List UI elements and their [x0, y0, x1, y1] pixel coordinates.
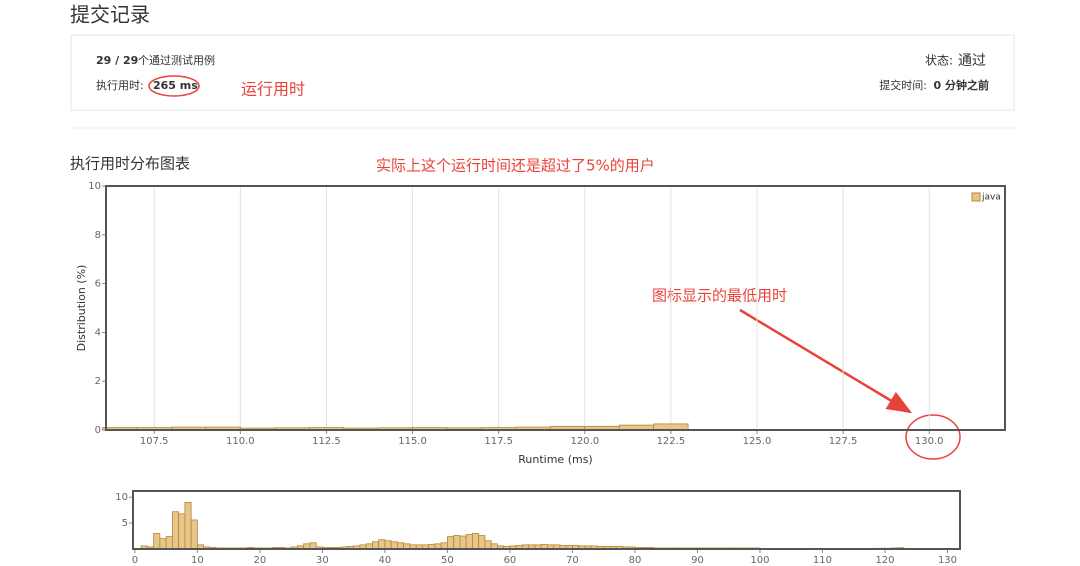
bar: [190, 519, 198, 550]
y-tick-label: 2: [95, 376, 101, 387]
x-tick-label: 10: [191, 555, 204, 566]
x-tick-label: 120: [875, 555, 894, 566]
legend-swatch: [971, 192, 981, 202]
x-tick-label: 0: [132, 555, 138, 566]
x-tick-label: 110.0: [226, 436, 255, 447]
x-tick-label: 112.5: [312, 436, 341, 447]
bar: [384, 540, 392, 550]
x-tick-label: 100: [750, 555, 769, 566]
bar: [165, 536, 173, 550]
y-tick-label: 6: [95, 279, 101, 290]
x-tick-label: 40: [379, 555, 392, 566]
x-tick-label: 70: [566, 555, 579, 566]
y-tick-label: 4: [95, 327, 101, 338]
submit-label: 提交时间:: [879, 78, 927, 92]
x-tick-label: 115.0: [398, 436, 427, 447]
x-tick-label: 60: [504, 555, 517, 566]
bar: [159, 538, 167, 550]
x-tick-label: 20: [254, 555, 267, 566]
bar: [484, 540, 492, 550]
bar: [372, 541, 380, 550]
bar: [171, 511, 180, 550]
status-label: 状态:: [925, 54, 953, 68]
bar: [453, 535, 461, 550]
x-tick-label: 122.5: [657, 436, 686, 447]
x-axis-label: Runtime (ms): [518, 453, 592, 466]
x-tick-label: 117.5: [484, 436, 513, 447]
chart-note: 实际上这个运行时间还是超过了5%的用户: [376, 157, 655, 175]
y-tick-label: 8: [95, 230, 101, 241]
highlight-circle: [148, 75, 200, 97]
highlight-circle: [905, 414, 961, 460]
bar: [153, 533, 161, 550]
legend-label: java: [981, 193, 1001, 203]
bar: [178, 513, 186, 550]
passed-count: 29 / 29: [96, 54, 138, 67]
min-note: 图标显示的最低用时: [652, 287, 787, 305]
status-value: 通过: [958, 53, 986, 69]
x-tick-label: 127.5: [829, 436, 858, 447]
x-tick-label: 130: [938, 555, 957, 566]
summary-card: [70, 34, 1015, 111]
bar: [378, 539, 386, 550]
runtime-value: 265 ms: [153, 79, 198, 92]
x-tick-label: 130.0: [915, 436, 944, 447]
y-axis-label: Distribution (%): [75, 265, 88, 352]
x-tick-label: 30: [316, 555, 329, 566]
bar: [447, 536, 455, 550]
plot-frame: [132, 490, 961, 550]
arrow: [739, 308, 913, 414]
y-tick-label: 5: [122, 518, 128, 529]
bar: [478, 535, 486, 550]
bar: [459, 535, 467, 550]
submit-time: 0 分钟之前: [934, 78, 989, 92]
bar: [184, 501, 192, 550]
plot-frame: [105, 185, 1006, 431]
y-tick-label: 10: [115, 492, 128, 503]
x-tick-label: 110: [813, 555, 832, 566]
runtime-label: 执行用时:: [96, 78, 144, 92]
passed-text: 个通过测试用例: [138, 53, 215, 67]
x-tick-label: 90: [691, 555, 704, 566]
x-tick-label: 107.5: [140, 436, 169, 447]
bar: [472, 533, 480, 550]
x-tick-label: 50: [441, 555, 454, 566]
x-tick-label: 120.0: [570, 436, 599, 447]
runtime-note: 运行用时: [241, 80, 305, 99]
y-tick-label: 10: [88, 181, 101, 192]
bar: [390, 541, 398, 550]
section-title: 执行用时分布图表: [70, 155, 190, 173]
bar: [465, 534, 473, 550]
y-tick-label: 0: [95, 425, 101, 436]
x-tick-label: 80: [629, 555, 642, 566]
x-tick-label: 125.0: [743, 436, 772, 447]
page-title: 提交记录: [70, 3, 150, 27]
